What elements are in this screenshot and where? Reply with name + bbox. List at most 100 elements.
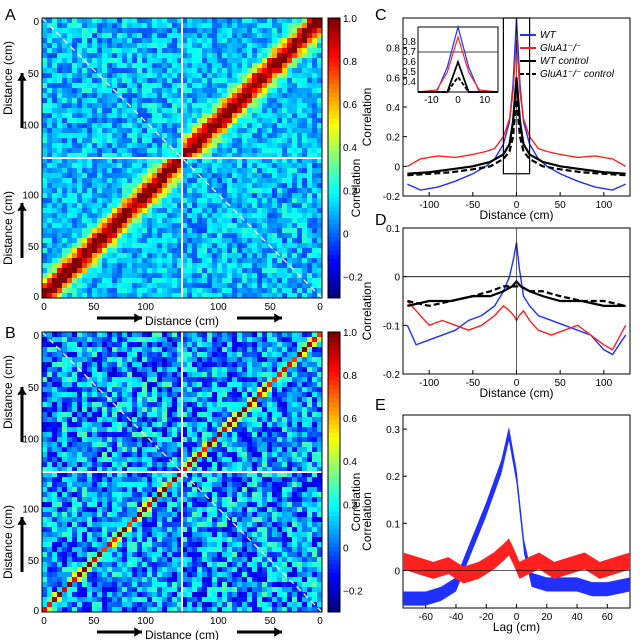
colorbar-segment xyxy=(328,166,340,172)
heatmap-cell xyxy=(142,38,148,44)
heatmap-cell xyxy=(212,482,218,488)
heatmap-cell xyxy=(277,198,283,204)
heatmap-cell xyxy=(87,123,93,129)
heatmap-cell xyxy=(267,33,273,39)
heatmap-cell xyxy=(222,33,228,39)
heatmap-cell xyxy=(312,198,318,204)
heatmap-cell xyxy=(202,118,208,124)
heatmap-cell xyxy=(182,367,188,373)
heatmap-cell xyxy=(92,243,98,249)
heatmap-cell xyxy=(312,28,318,34)
heatmap-cell xyxy=(92,482,98,488)
heatmap-cell xyxy=(92,193,98,199)
heatmap-cell xyxy=(217,273,223,279)
heatmap-cell xyxy=(192,447,198,453)
heatmap-cell xyxy=(57,133,63,139)
heatmap-cell xyxy=(47,48,53,54)
heatmap-cell xyxy=(177,452,183,458)
heatmap-cell xyxy=(232,472,238,478)
heatmap-cell xyxy=(202,38,208,44)
heatmap-cell xyxy=(77,283,83,289)
heatmap-cell xyxy=(122,218,128,224)
heatmap-cell xyxy=(307,198,313,204)
heatmap-cell xyxy=(297,243,303,249)
heatmap-cell xyxy=(187,357,193,363)
heatmap-cell xyxy=(102,442,108,448)
heatmap-cell xyxy=(52,143,58,149)
heatmap-cell xyxy=(267,457,273,463)
heatmap-cell xyxy=(232,273,238,279)
heatmap-cell xyxy=(312,447,318,453)
heatmap-cell xyxy=(57,372,63,378)
heatmap-cell xyxy=(302,73,308,79)
heatmap-cell xyxy=(147,198,153,204)
heatmap-cell xyxy=(142,83,148,89)
heatmap-cell xyxy=(307,293,313,299)
heatmap-cell xyxy=(87,203,93,209)
heatmap-cell xyxy=(252,467,258,473)
heatmap-cell xyxy=(157,153,163,159)
heatmap-cell xyxy=(137,188,143,194)
heatmap-cell xyxy=(252,258,258,264)
heatmap-cell xyxy=(297,113,303,119)
heatmap-cell xyxy=(187,248,193,254)
colorbar-segment xyxy=(328,123,340,128)
heatmap-cell xyxy=(287,58,293,64)
heatmap-cell xyxy=(197,133,203,139)
heatmap-cell xyxy=(217,402,223,408)
heatmap-cell xyxy=(192,193,198,199)
heatmap-cell xyxy=(52,93,58,99)
heatmap-cell xyxy=(87,93,93,99)
heatmap-cell xyxy=(127,357,133,363)
heatmap-cell xyxy=(47,233,53,239)
heatmap-cell xyxy=(47,283,53,289)
heatmap-cell xyxy=(62,452,68,458)
heatmap-cell xyxy=(302,173,308,179)
heatmap-cell xyxy=(67,467,73,473)
heatmap-cell xyxy=(312,18,318,24)
heatmap-cell xyxy=(92,387,98,393)
heatmap-cell xyxy=(307,73,313,79)
heatmap-cell xyxy=(87,487,93,493)
heatmap-cell xyxy=(87,407,93,413)
heatmap-cell xyxy=(287,377,293,383)
heatmap-cell xyxy=(292,208,298,214)
heatmap-cell xyxy=(77,18,83,24)
heatmap-cell xyxy=(197,412,203,418)
heatmap-cell xyxy=(107,362,113,368)
heatmap-cell xyxy=(157,442,163,448)
heatmap-cell xyxy=(47,143,53,149)
heatmap-cell xyxy=(122,103,128,109)
heatmap-cell xyxy=(282,482,288,488)
heatmap-cell xyxy=(202,228,208,234)
heatmap-cell xyxy=(57,98,63,104)
heatmap-cell xyxy=(272,407,278,413)
heatmap-cell xyxy=(302,128,308,134)
heatmap-cell xyxy=(267,53,273,59)
heatmap-cell xyxy=(127,258,133,264)
heatmap-cell xyxy=(252,377,258,383)
heatmap-cell xyxy=(87,68,93,74)
heatmap-cell xyxy=(222,78,228,84)
heatmap-cell xyxy=(127,402,133,408)
heatmap-cell xyxy=(192,432,198,438)
heatmap-cell xyxy=(217,183,223,189)
heatmap-cell xyxy=(292,447,298,453)
heatmap-cell xyxy=(137,43,143,49)
heatmap-cell xyxy=(57,293,63,299)
x-tick-label: 100 xyxy=(137,302,154,313)
heatmap-cell xyxy=(147,133,153,139)
heatmap-cell xyxy=(312,417,318,423)
heatmap-cell xyxy=(207,263,213,269)
heatmap-cell xyxy=(192,457,198,463)
heatmap-cell xyxy=(62,347,68,353)
heatmap-cell xyxy=(182,263,188,269)
heatmap-cell xyxy=(212,422,218,428)
heatmap-cell xyxy=(247,118,253,124)
heatmap-cell xyxy=(42,188,48,194)
heatmap-cell xyxy=(207,133,213,139)
heatmap-cell xyxy=(82,293,88,299)
heatmap-cell xyxy=(122,18,128,24)
heatmap-cell xyxy=(277,263,283,269)
heatmap-cell xyxy=(117,133,123,139)
